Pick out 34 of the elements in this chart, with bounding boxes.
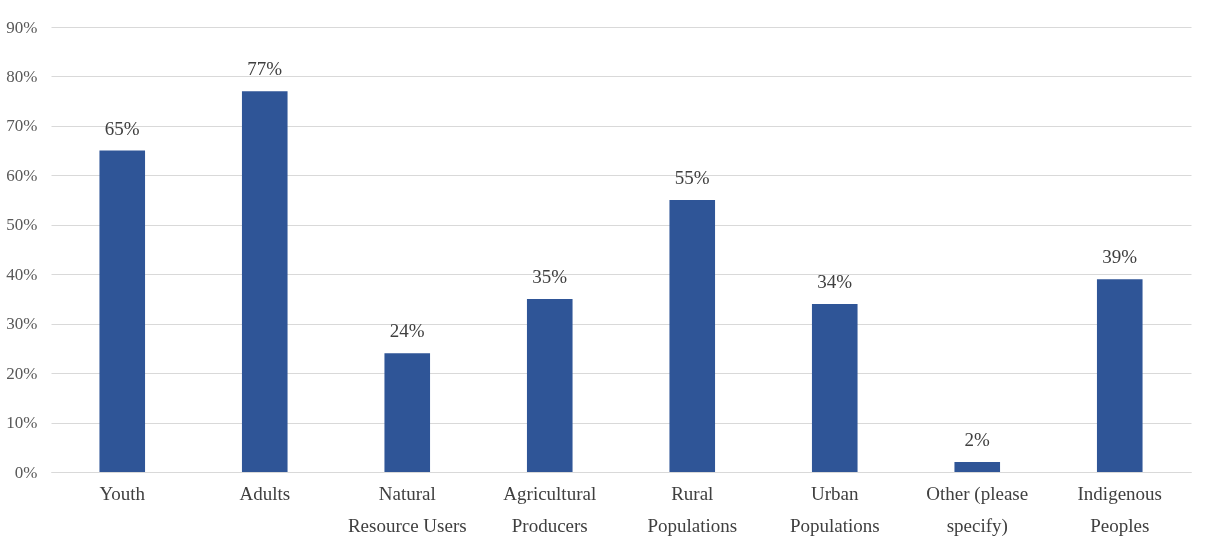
x-tick-label: Indigenous Peoples bbox=[1077, 482, 1162, 536]
y-tick-label: 70% bbox=[6, 116, 38, 136]
bar bbox=[99, 150, 146, 472]
y-tick-label: 60% bbox=[6, 165, 38, 185]
bar bbox=[526, 298, 573, 472]
data-label: 34% bbox=[817, 270, 853, 292]
bar bbox=[241, 91, 288, 472]
x-tick-label: Natural Resource Users bbox=[347, 482, 467, 536]
x-tick-label: Adults bbox=[239, 482, 291, 504]
y-tick-label: 10% bbox=[6, 413, 38, 433]
x-tick-label: Rural Populations bbox=[647, 482, 738, 536]
data-label: 65% bbox=[104, 117, 140, 139]
bar bbox=[1096, 279, 1143, 472]
bar bbox=[954, 462, 1001, 472]
y-tick-label: 0% bbox=[14, 462, 38, 482]
bar bbox=[669, 200, 716, 472]
y-tick-label: 80% bbox=[6, 66, 38, 86]
data-label: 2% bbox=[964, 429, 991, 451]
data-label: 77% bbox=[247, 58, 283, 80]
data-label: 35% bbox=[532, 265, 568, 287]
bar bbox=[811, 303, 858, 472]
data-label: 24% bbox=[389, 320, 425, 342]
y-tick-label: 40% bbox=[6, 264, 38, 284]
y-tick-label: 20% bbox=[6, 363, 38, 383]
x-tick-label: Agricultural Producers bbox=[503, 482, 597, 536]
data-label: 55% bbox=[674, 167, 710, 189]
y-tick-label: 90% bbox=[6, 17, 38, 37]
bar bbox=[384, 353, 431, 472]
x-tick-label: Youth bbox=[99, 482, 146, 504]
x-tick-label: Urban Populations bbox=[789, 482, 880, 536]
y-tick-label: 50% bbox=[6, 215, 38, 235]
y-tick-label: 30% bbox=[6, 314, 38, 334]
data-label: 39% bbox=[1102, 246, 1138, 268]
x-tick-label: Other (please specify) bbox=[926, 482, 1029, 537]
